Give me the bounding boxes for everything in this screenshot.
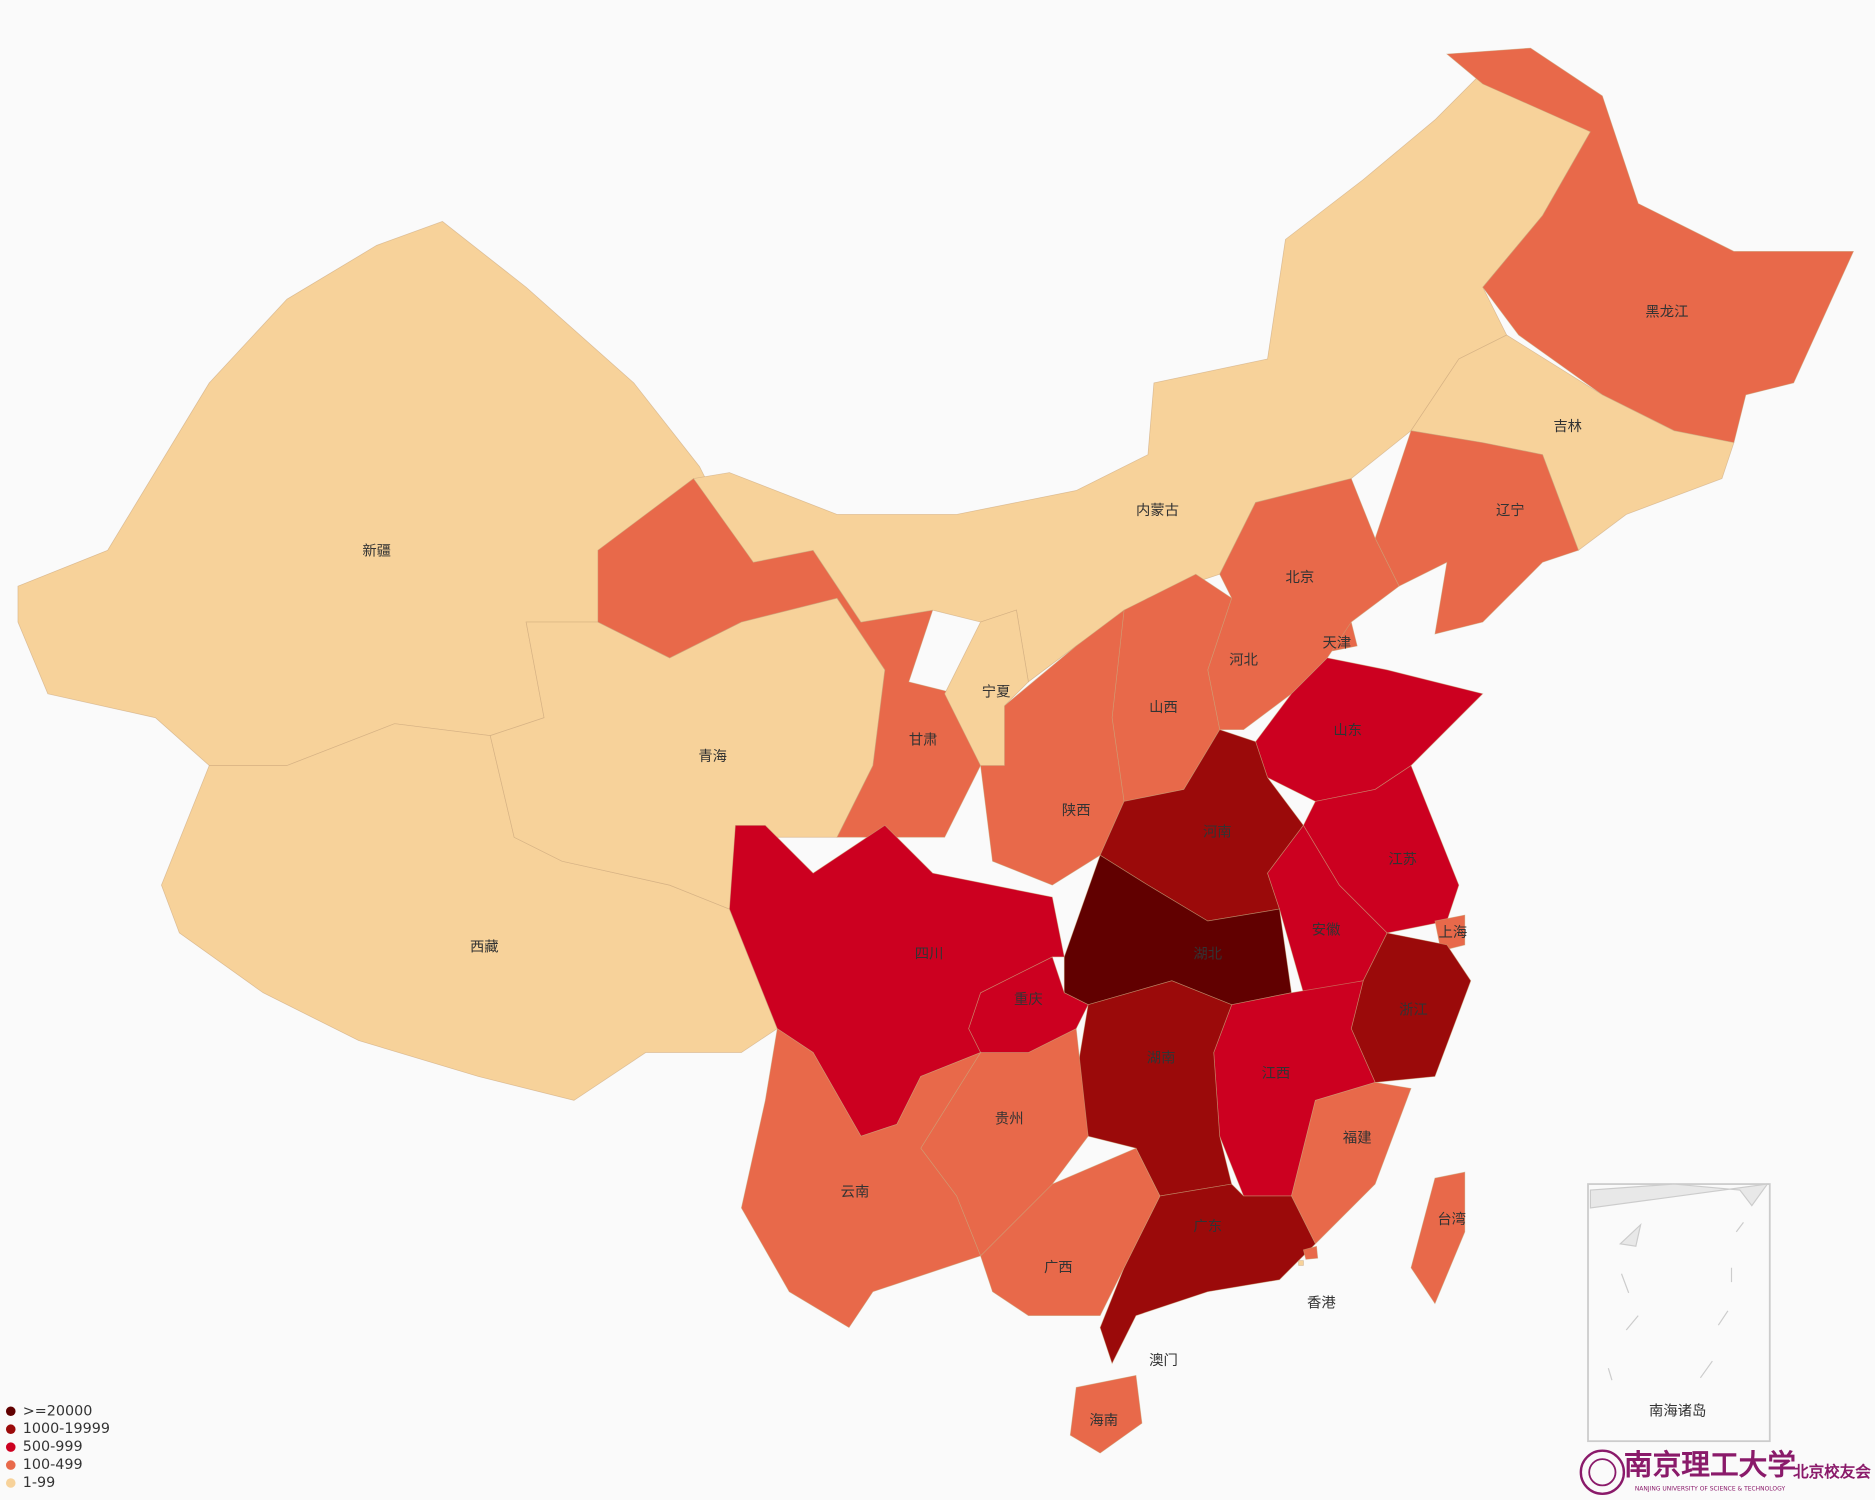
- province-label: 浙江: [1399, 1002, 1428, 1019]
- province-label: 云南: [841, 1183, 870, 1200]
- province-label: 黑龙江: [1645, 303, 1688, 320]
- legend-swatch: [5, 1406, 16, 1417]
- province-label: 湖南: [1147, 1050, 1176, 1067]
- province: [1410, 1171, 1466, 1305]
- province-label: 内蒙古: [1136, 502, 1179, 519]
- legend: >=20000 1000-19999 500-999 100-499 1-99: [5, 1403, 110, 1491]
- province-label: 北京: [1285, 569, 1314, 586]
- province-label: 江苏: [1388, 851, 1417, 868]
- province: [741, 1028, 982, 1329]
- province-label: 西藏: [470, 938, 499, 955]
- province-label: 山西: [1149, 699, 1178, 716]
- province-label: 香港: [1307, 1295, 1336, 1312]
- logo-name: 南京理工大学: [1624, 1447, 1796, 1481]
- legend-swatch: [5, 1442, 16, 1452]
- inset-land: [1589, 1183, 1769, 1209]
- province-label: 吉林: [1553, 418, 1582, 435]
- province-label: 河南: [1203, 824, 1232, 841]
- province-label: 山东: [1333, 722, 1362, 739]
- logo-subtitle: NANJING UNIVERSITY OF SCIENCE & TECHNOLO…: [1635, 1485, 1786, 1492]
- province: [1069, 1374, 1143, 1454]
- province-label: 台湾: [1437, 1211, 1466, 1228]
- legend-swatch: [5, 1460, 16, 1470]
- inset-islands: [1607, 1221, 1744, 1381]
- province: [1374, 430, 1579, 635]
- logo: 南京理工大学 NANJING UNIVERSITY OF SCIENCE & T…: [1579, 1447, 1871, 1495]
- logo-emblem-inner: [1588, 1458, 1617, 1487]
- province-label: 宁夏: [982, 684, 1011, 701]
- province-label: 河北: [1229, 651, 1258, 668]
- province: [944, 609, 1029, 766]
- province-label: 贵州: [995, 1110, 1024, 1127]
- province-label: 辽宁: [1496, 502, 1525, 519]
- province-label: 安徽: [1312, 922, 1341, 939]
- province-label: 江西: [1262, 1065, 1291, 1082]
- legend-label: 100-499: [23, 1457, 83, 1473]
- province-label: 陕西: [1062, 802, 1091, 819]
- legend-swatch: [5, 1424, 16, 1434]
- province: [1434, 914, 1466, 952]
- logo-emblem: [1579, 1449, 1626, 1495]
- province: [1302, 1245, 1319, 1260]
- logo-branch: 北京校友会: [1793, 1462, 1871, 1481]
- province-label: 湖北: [1193, 945, 1222, 962]
- province-label: 广东: [1193, 1218, 1222, 1235]
- legend-label: >=20000: [23, 1403, 93, 1419]
- province-label: 青海: [698, 748, 727, 765]
- legend-swatch: [5, 1478, 16, 1488]
- province-label: 四川: [915, 946, 944, 962]
- province: [980, 1147, 1161, 1316]
- province-label: 天津: [1323, 635, 1352, 652]
- south-china-sea-inset: 南海诸岛: [1587, 1183, 1771, 1443]
- legend-label: 500-999: [23, 1439, 83, 1455]
- legend-label: 1-99: [23, 1475, 56, 1491]
- province: [1298, 1260, 1304, 1266]
- province-label: 新疆: [362, 542, 391, 559]
- province-label: 福建: [1343, 1130, 1372, 1147]
- province-label: 海南: [1089, 1412, 1118, 1429]
- province-label: 重庆: [1014, 991, 1043, 1008]
- province-label: 甘肃: [909, 731, 938, 748]
- province-label: 澳门: [1149, 1352, 1178, 1369]
- provinces: [17, 47, 1855, 1454]
- inset-label: 南海诸岛: [1649, 1402, 1706, 1419]
- province-label: 上海: [1439, 924, 1468, 941]
- legend-label: 1000-19999: [23, 1421, 110, 1437]
- province-label: 广西: [1044, 1259, 1073, 1276]
